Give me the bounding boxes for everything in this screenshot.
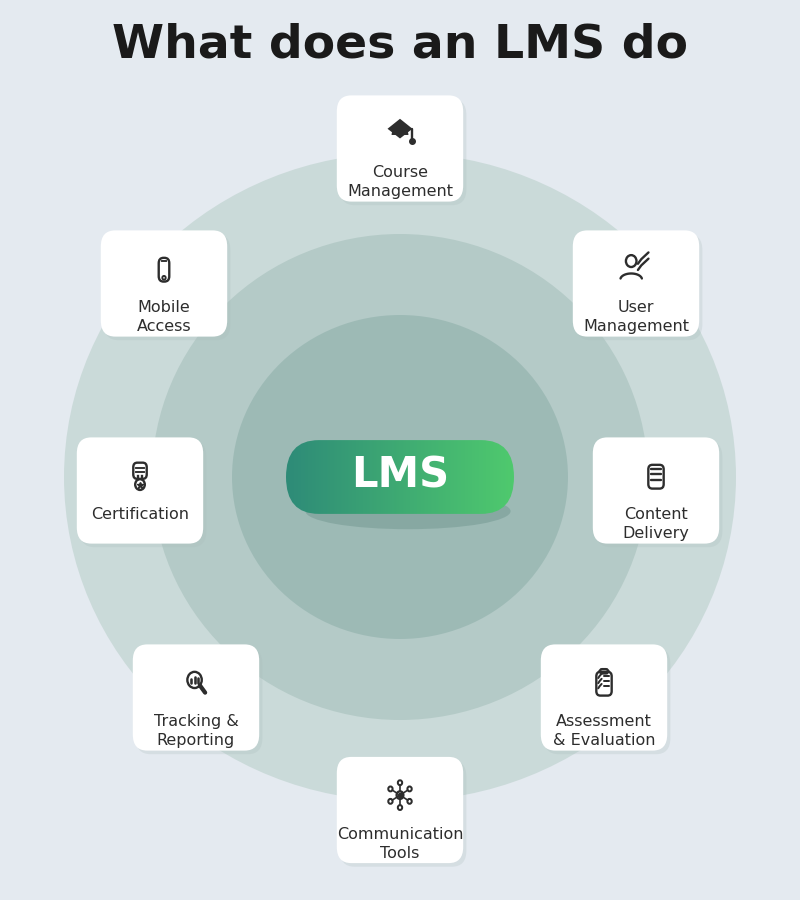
Text: Tracking &
Reporting: Tracking & Reporting: [154, 715, 238, 748]
Text: Course
Management: Course Management: [347, 166, 453, 199]
Text: User
Management: User Management: [583, 301, 689, 334]
Text: Certification: Certification: [91, 508, 189, 523]
Text: Content
Delivery: Content Delivery: [622, 508, 690, 541]
Text: LMS: LMS: [351, 454, 449, 496]
FancyBboxPatch shape: [596, 441, 722, 547]
Text: Communication
Tools: Communication Tools: [337, 827, 463, 860]
FancyBboxPatch shape: [101, 230, 227, 337]
FancyBboxPatch shape: [337, 95, 463, 202]
Ellipse shape: [306, 493, 510, 529]
FancyBboxPatch shape: [573, 230, 699, 337]
FancyBboxPatch shape: [104, 234, 230, 340]
Text: Mobile
Access: Mobile Access: [137, 301, 191, 334]
FancyBboxPatch shape: [593, 437, 719, 544]
Ellipse shape: [232, 315, 568, 639]
FancyBboxPatch shape: [544, 648, 670, 754]
FancyBboxPatch shape: [136, 648, 262, 754]
Polygon shape: [392, 126, 408, 135]
FancyBboxPatch shape: [133, 644, 259, 751]
Ellipse shape: [64, 153, 736, 801]
FancyBboxPatch shape: [77, 437, 203, 544]
Text: Assessment
& Evaluation: Assessment & Evaluation: [553, 715, 655, 748]
FancyBboxPatch shape: [340, 760, 466, 867]
FancyBboxPatch shape: [340, 99, 466, 205]
FancyBboxPatch shape: [541, 644, 667, 751]
Text: What does an LMS do: What does an LMS do: [112, 22, 688, 68]
Ellipse shape: [152, 234, 648, 720]
FancyBboxPatch shape: [576, 234, 702, 340]
FancyBboxPatch shape: [80, 441, 206, 547]
Polygon shape: [387, 119, 413, 139]
FancyBboxPatch shape: [286, 440, 514, 514]
FancyBboxPatch shape: [337, 757, 463, 863]
